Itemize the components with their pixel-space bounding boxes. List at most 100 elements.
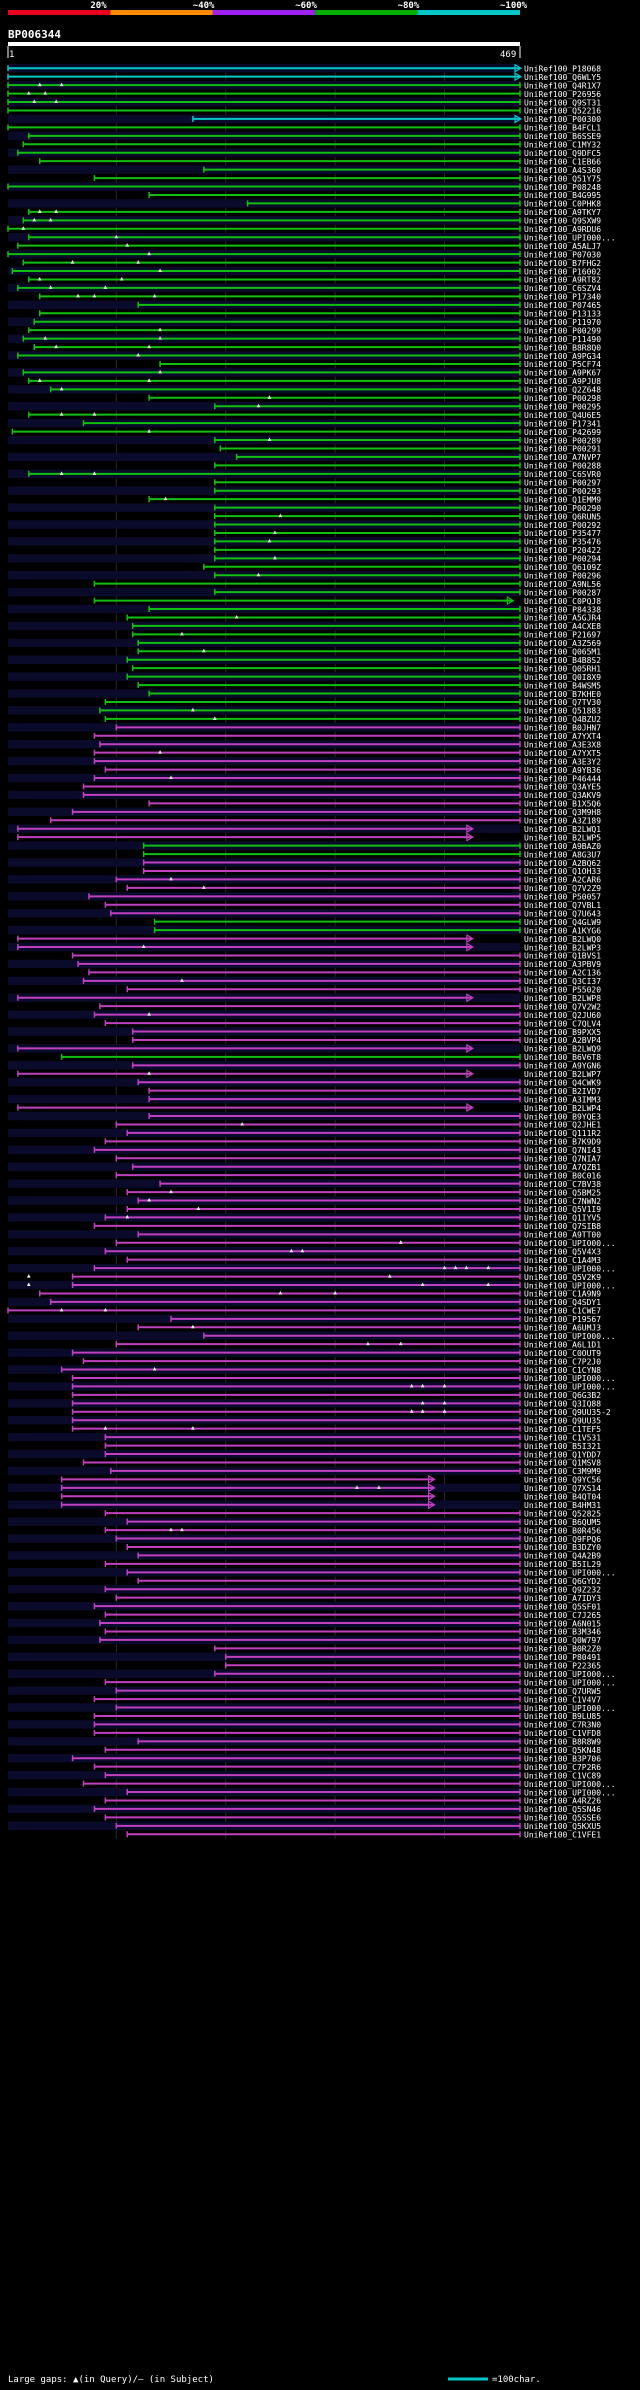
hit-label[interactable]: UniRef100_A7NVP7 <box>524 453 601 462</box>
hit-row[interactable]: UniRef100_Q51Y75 <box>93 174 601 183</box>
hit-row[interactable]: UniRef100_A3E3X8 <box>8 740 601 749</box>
hit-label[interactable]: UniRef100_Q1MSV8 <box>524 1459 601 1468</box>
hit-label[interactable]: UniRef100_C0PHK8 <box>524 200 601 209</box>
hit-label[interactable]: UniRef100_B2LWP8 <box>524 994 601 1003</box>
hit-label[interactable]: UniRef100_Q5SSE6 <box>524 1814 601 1823</box>
hit-label[interactable]: UniRef100_Q4U6E5 <box>524 411 601 420</box>
hit-row[interactable]: UniRef100_C1CYN8 <box>8 1365 601 1375</box>
hit-row[interactable]: UniRef100_A9TT00 <box>8 1230 601 1240</box>
hit-label[interactable]: UniRef100_C1CWE7 <box>524 1307 601 1316</box>
hit-label[interactable]: UniRef100_B2LWQ9 <box>524 1045 601 1054</box>
hit-row[interactable]: UniRef100_Q6RUN5 <box>214 512 601 521</box>
hit-label[interactable]: UniRef100_Q2Z648 <box>524 386 601 395</box>
hit-label[interactable]: UniRef100_Q111R2 <box>524 1129 601 1138</box>
hit-row[interactable]: UniRef100_C7QLV4 <box>104 1019 601 1028</box>
hit-label[interactable]: UniRef100_P00288 <box>524 462 601 471</box>
hit-label[interactable]: UniRef100_A9YB36 <box>524 766 601 775</box>
hit-label[interactable]: UniRef100_B0R2Z0 <box>524 1645 601 1654</box>
hit-label[interactable]: UniRef100_A9TKY7 <box>524 208 601 217</box>
hit-label[interactable]: UniRef100_Q7V2Z9 <box>524 884 601 893</box>
hit-row[interactable]: UniRef100_P18068 <box>7 63 601 73</box>
hit-label[interactable]: UniRef100_A5ALJ7 <box>524 242 601 251</box>
hit-label[interactable]: UniRef100_P17341 <box>524 419 601 428</box>
hit-label[interactable]: UniRef100_A7YXT4 <box>524 732 601 741</box>
hit-label[interactable]: UniRef100_A2C136 <box>524 969 601 978</box>
hit-label[interactable]: UniRef100_P00287 <box>524 588 601 597</box>
hit-row[interactable]: UniRef100_B7FHG2 <box>22 259 601 268</box>
hit-row[interactable]: UniRef100_P00293 <box>8 486 601 496</box>
hit-row[interactable]: UniRef100_A6N015 <box>8 1618 601 1628</box>
hit-label[interactable]: UniRef100_C7BV38 <box>524 1180 601 1189</box>
hit-row[interactable]: UniRef100_B3P706 <box>8 1754 601 1763</box>
hit-label[interactable]: UniRef100_Q4GLW9 <box>524 918 601 927</box>
hit-row[interactable]: UniRef100_B4G995 <box>148 191 601 200</box>
hit-label[interactable]: UniRef100_Q7XS14 <box>524 1484 601 1493</box>
hit-label[interactable]: UniRef100_B4G995 <box>524 191 601 200</box>
hit-row[interactable]: UniRef100_Q1MSV8 <box>82 1459 601 1468</box>
hit-label[interactable]: UniRef100_Q9FPQ6 <box>524 1535 601 1544</box>
hit-label[interactable]: UniRef100_Q5SF01 <box>524 1602 601 1611</box>
hit-label[interactable]: UniRef100_Q7VBL1 <box>524 901 601 910</box>
hit-row[interactable]: UniRef100_B2LWP5 <box>17 832 601 842</box>
hit-row[interactable]: UniRef100_P07465 <box>8 300 601 310</box>
hit-row[interactable]: UniRef100_C1V531 <box>8 1432 601 1442</box>
hit-row[interactable]: UniRef100_C1A9N9 <box>38 1290 602 1299</box>
hit-row[interactable]: UniRef100_C1A4M3 <box>126 1256 601 1265</box>
hit-label[interactable]: UniRef100_Q5KXU5 <box>524 1822 601 1831</box>
hit-row[interactable]: UniRef100_UPI000... <box>8 1787 616 1797</box>
hit-label[interactable]: UniRef100_B8R8W9 <box>524 1738 601 1747</box>
hit-row[interactable]: UniRef100_Q3AYE5 <box>82 783 601 792</box>
hit-label[interactable]: UniRef100_B6V6T8 <box>524 1053 601 1062</box>
hit-label[interactable]: UniRef100_C0OUT9 <box>524 1349 601 1358</box>
hit-row[interactable]: UniRef100_A9PK67 <box>8 368 601 378</box>
hit-label[interactable]: UniRef100_P00293 <box>524 487 601 496</box>
hit-row[interactable]: UniRef100_B2LWQ0 <box>17 934 601 944</box>
hit-row[interactable]: UniRef100_Q5SN46 <box>8 1804 601 1814</box>
hit-label[interactable]: UniRef100_B2LWP3 <box>524 943 601 952</box>
hit-label[interactable]: UniRef100_A5GJR4 <box>524 614 601 623</box>
hit-label[interactable]: UniRef100_B7FHG2 <box>524 259 601 268</box>
hit-label[interactable]: UniRef100_P00291 <box>524 445 601 454</box>
hit-label[interactable]: UniRef100_B2LWP4 <box>524 1104 601 1113</box>
hit-label[interactable]: UniRef100_C1V531 <box>524 1433 601 1442</box>
hit-row[interactable]: UniRef100_P13133 <box>38 310 602 319</box>
hit-row[interactable]: UniRef100_Q5SSE6 <box>104 1814 601 1823</box>
hit-row[interactable]: UniRef100_B0C016 <box>115 1171 601 1180</box>
hit-label[interactable]: UniRef100_C7QLV4 <box>524 1019 601 1028</box>
hit-label[interactable]: UniRef100_C0PQJ8 <box>524 597 601 606</box>
hit-label[interactable]: UniRef100_A3Z189 <box>524 817 601 826</box>
hit-label[interactable]: UniRef100_Q2JU60 <box>524 1011 601 1020</box>
hit-row[interactable]: UniRef100_P22365 <box>224 1662 602 1671</box>
hit-label[interactable]: UniRef100_A7IDY3 <box>524 1594 601 1603</box>
hit-label[interactable]: UniRef100_Q4CWK9 <box>524 1078 601 1087</box>
hit-label[interactable]: UniRef100_P07030 <box>524 250 601 259</box>
hit-row[interactable]: UniRef100_P55020 <box>126 986 601 995</box>
hit-label[interactable]: UniRef100_UPI000... <box>524 1678 616 1687</box>
hit-row[interactable]: UniRef100_UPI000... <box>8 1331 616 1341</box>
hit-row[interactable]: UniRef100_Q3AKV9 <box>8 790 601 800</box>
hit-label[interactable]: UniRef100_B4FCL1 <box>524 124 601 133</box>
hit-label[interactable]: UniRef100_A3PBV9 <box>524 960 601 969</box>
hit-row[interactable]: UniRef100_C7J265 <box>104 1611 601 1620</box>
hit-row[interactable]: UniRef100_Q5SF01 <box>8 1601 601 1611</box>
hit-row[interactable]: UniRef100_P00298 <box>148 394 601 403</box>
hit-label[interactable]: UniRef100_Q7V2W2 <box>524 1002 601 1011</box>
hit-row[interactable]: UniRef100_C0PQJ8 <box>93 596 601 606</box>
hit-label[interactable]: UniRef100_Q9Z232 <box>524 1585 601 1594</box>
hit-label[interactable]: UniRef100_Q9YC56 <box>524 1476 601 1485</box>
hit-label[interactable]: UniRef100_Q065M1 <box>524 648 601 657</box>
hit-row[interactable]: UniRef100_Q9Z232 <box>8 1585 601 1594</box>
hit-row[interactable]: UniRef100_P00291 <box>219 445 601 454</box>
hit-row[interactable]: UniRef100_Q5BM25 <box>126 1188 601 1197</box>
hit-row[interactable]: UniRef100_C3M9M9 <box>8 1466 601 1476</box>
hit-row[interactable]: UniRef100_B0R456 <box>104 1526 601 1535</box>
hit-row[interactable]: UniRef100_Q4A2B9 <box>8 1551 601 1561</box>
hit-label[interactable]: UniRef100_Q4SDY1 <box>524 1298 601 1307</box>
hit-row[interactable]: UniRef100_A7NVP7 <box>8 452 601 462</box>
hit-row[interactable]: UniRef100_P00294 <box>8 554 601 564</box>
hit-row[interactable]: UniRef100_C7BV38 <box>8 1179 601 1189</box>
hit-row[interactable]: UniRef100_A2C136 <box>88 969 601 978</box>
hit-row[interactable]: UniRef100_UPI000... <box>8 1280 616 1290</box>
hit-row[interactable]: UniRef100_P42699 <box>11 428 601 437</box>
hit-label[interactable]: UniRef100_A9RDU6 <box>524 225 601 234</box>
